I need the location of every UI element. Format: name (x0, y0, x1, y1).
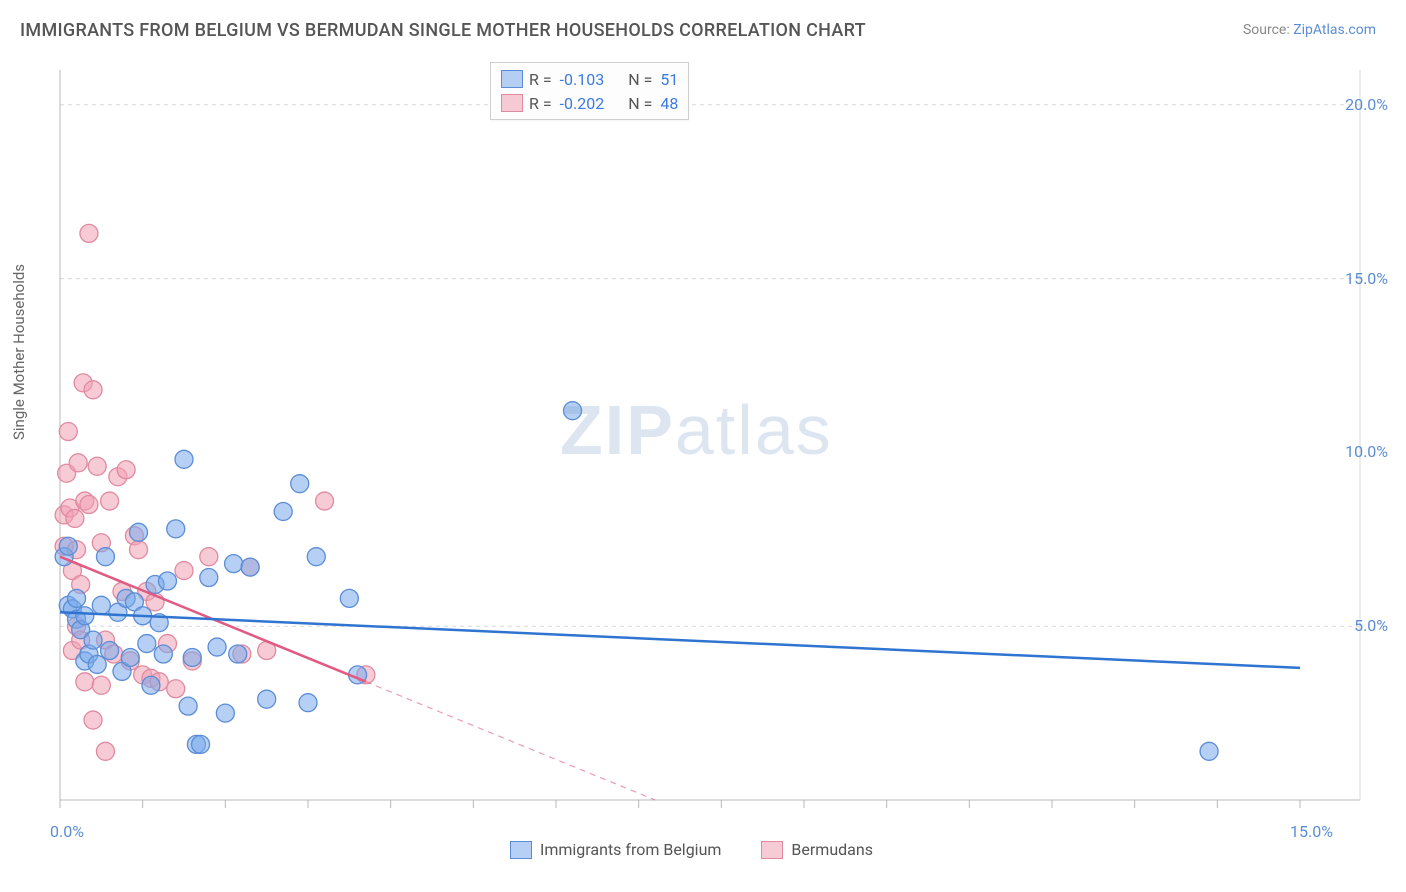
r-label: R = (529, 70, 552, 89)
correlation-legend-row: R = -0.202 N = 48 (501, 91, 678, 115)
n-value: 51 (658, 70, 678, 89)
correlation-legend: R = -0.103 N = 51 R = -0.202 N = 48 (490, 62, 689, 120)
series-legend-label: Immigrants from Belgium (540, 840, 721, 859)
source-link[interactable]: ZipAtlas.com (1293, 22, 1376, 38)
y-tick-label: 20.0% (1345, 95, 1388, 114)
correlation-legend-row: R = -0.103 N = 51 (501, 67, 678, 91)
r-value: -0.202 (558, 94, 605, 113)
series-legend-item: Bermudans (761, 840, 873, 859)
n-value: 48 (658, 94, 678, 113)
y-tick-label: 15.0% (1345, 269, 1388, 288)
chart-title: IMMIGRANTS FROM BELGIUM VS BERMUDAN SING… (20, 20, 866, 41)
legend-swatch (501, 94, 523, 112)
legend-swatch (501, 70, 523, 88)
n-label: N = (628, 94, 652, 113)
series-legend-item: Immigrants from Belgium (510, 840, 721, 859)
series-legend-label: Bermudans (791, 840, 873, 859)
x-tick-label: 0.0% (50, 822, 84, 841)
y-tick-label: 5.0% (1354, 616, 1388, 635)
x-tick-label: 15.0% (1290, 822, 1333, 841)
legend-swatch (510, 841, 532, 859)
series-legend: Immigrants from Belgium Bermudans (510, 840, 873, 859)
y-tick-label: 10.0% (1345, 442, 1388, 461)
n-label: N = (628, 70, 652, 89)
scatter-plot-svg (50, 60, 1380, 830)
y-axis-label: Single Mother Households (10, 264, 28, 440)
legend-swatch (761, 841, 783, 859)
chart-area (50, 60, 1380, 830)
source-attribution: Source: ZipAtlas.com (1243, 22, 1376, 38)
r-value: -0.103 (558, 70, 605, 89)
r-label: R = (529, 94, 552, 113)
source-label: Source: (1243, 22, 1290, 38)
